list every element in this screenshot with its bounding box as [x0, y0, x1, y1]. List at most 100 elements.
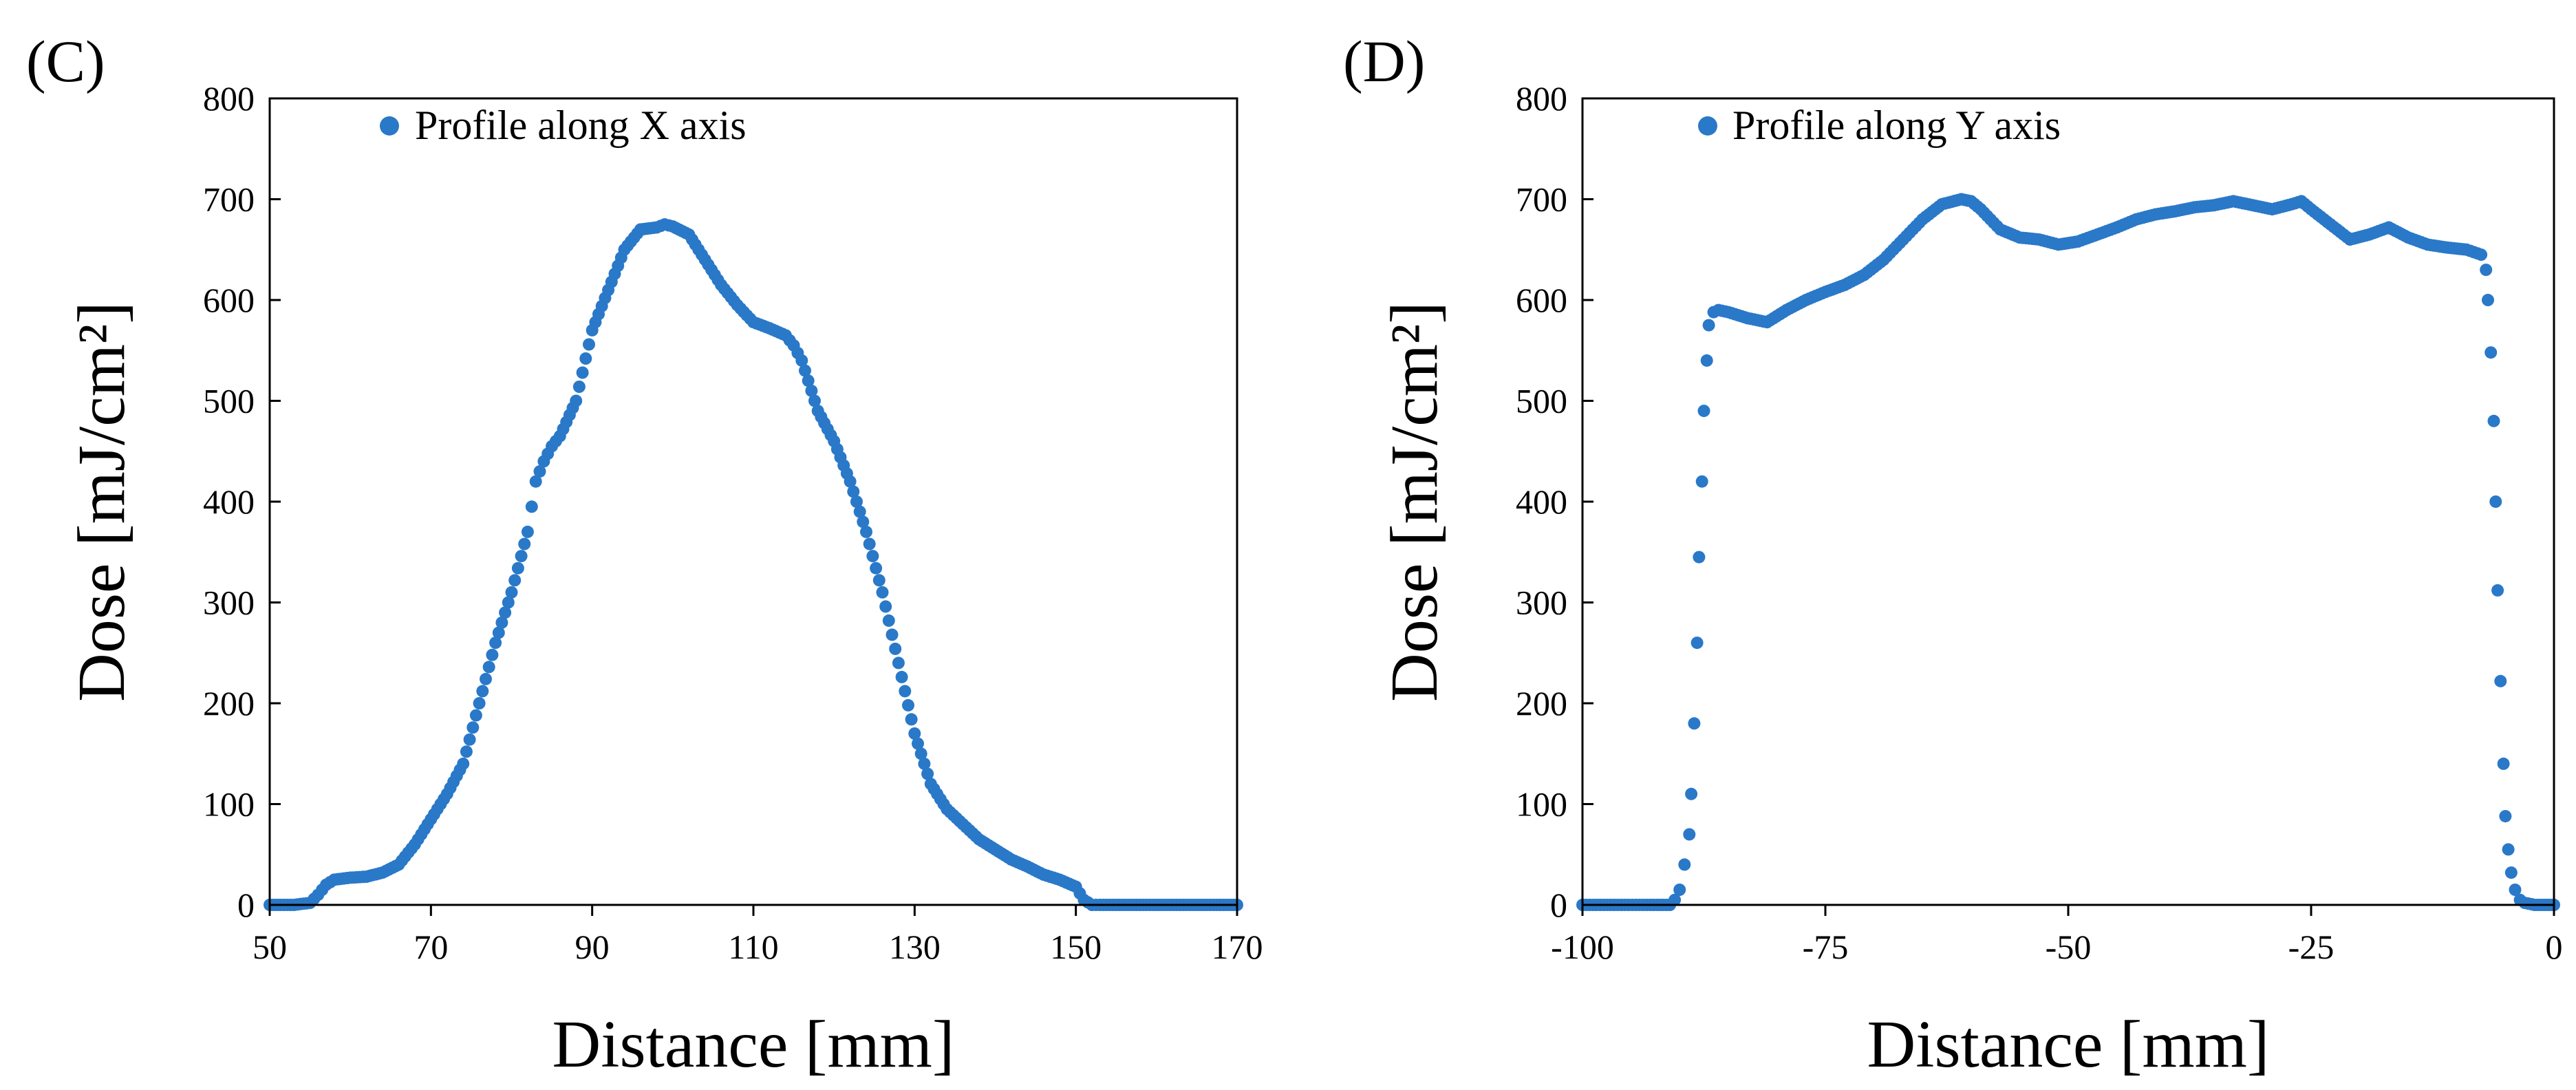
y-tick-label: 600: [1516, 281, 1567, 319]
plot-frame-d: [1581, 97, 2555, 906]
y-tick-label: 500: [203, 382, 255, 420]
x-axis-c: 50 70 90 110 130 150 170: [253, 905, 1263, 966]
y-tick-label: 800: [1516, 79, 1567, 118]
y-tick-label: 300: [203, 584, 255, 622]
data-point: [572, 381, 586, 393]
data-point: [505, 586, 518, 599]
data-point: [2484, 346, 2498, 359]
data-point: [489, 637, 502, 650]
y-tick-label: 700: [203, 180, 255, 219]
data-point: [2480, 264, 2493, 277]
x-tick-label: 0: [2546, 928, 2563, 966]
data-point: [480, 672, 492, 685]
chart-panel-c: (C) 0 100 200 300 400 500 600 700 800 50 70 90 110 1…: [26, 28, 1263, 1082]
x-tick-label: 150: [1050, 928, 1102, 966]
chart-panel-d: (D) 0 100 200 300 400 500 600 700 800 -100 -75 -50…: [1343, 28, 2563, 1082]
data-point: [847, 485, 860, 498]
y-tick-label: 100: [1516, 785, 1567, 824]
data-point: [1693, 551, 1706, 564]
data-point: [476, 685, 489, 698]
data-point: [799, 364, 811, 377]
data-point: [492, 626, 505, 639]
x-tick-label: 90: [575, 928, 610, 966]
data-point: [857, 515, 870, 528]
data-point: [486, 648, 499, 661]
y-tick-label: 700: [1516, 180, 1567, 219]
data-point: [466, 721, 480, 734]
data-point: [529, 475, 542, 488]
data-point: [879, 600, 892, 613]
x-tick-label: -100: [1551, 928, 1614, 966]
series-points-c: [264, 218, 1243, 911]
panel-label-c: (C): [26, 28, 105, 94]
data-point: [1702, 319, 1715, 332]
data-point: [886, 628, 899, 641]
x-tick-label: 130: [889, 928, 941, 966]
data-point: [921, 767, 934, 780]
data-point: [1678, 858, 1691, 871]
data-point: [2509, 884, 2522, 896]
data-point: [460, 745, 473, 758]
data-point: [1690, 637, 1704, 650]
data-point: [463, 733, 476, 746]
y-tick-label: 800: [203, 79, 255, 118]
y-tick-label: 500: [1516, 382, 1567, 420]
y-tick-label: 0: [237, 886, 255, 924]
data-point: [2489, 495, 2502, 508]
data-point: [570, 394, 583, 407]
data-point: [482, 661, 495, 674]
x-tick-label: -75: [1803, 928, 1849, 966]
data-point: [872, 574, 886, 587]
data-point: [515, 550, 528, 563]
x-axis-d: -100 -75 -50 -25 0: [1551, 905, 2563, 966]
y-tick-label: 100: [203, 785, 255, 824]
legend-marker-d: [1698, 116, 1717, 136]
y-tick-label: 200: [1516, 684, 1567, 723]
data-point: [2487, 414, 2500, 427]
y-axis-c: 0 100 200 300 400 500 600 700 800: [203, 79, 281, 924]
legend-marker-c: [380, 116, 399, 136]
plot-frame-c: [268, 97, 1238, 906]
y-tick-label: 300: [1516, 584, 1567, 622]
x-tick-label: 170: [1212, 928, 1263, 966]
data-point: [902, 698, 914, 712]
y-tick-label: 600: [203, 281, 255, 319]
data-point: [583, 338, 595, 351]
panel-label-d: (D): [1343, 28, 1425, 94]
data-point: [1700, 354, 1713, 367]
data-point: [508, 574, 522, 587]
legend-label-d: Profile along Y axis: [1732, 103, 2061, 148]
data-point: [518, 537, 531, 551]
data-point: [908, 727, 921, 740]
data-point: [1685, 787, 1698, 800]
data-point: [2491, 584, 2504, 597]
data-point: [853, 505, 866, 518]
data-point: [863, 537, 876, 551]
data-point: [905, 713, 918, 726]
series-points-d: [1576, 193, 2560, 911]
data-point: [521, 525, 534, 538]
data-point: [844, 475, 857, 488]
data-point: [860, 525, 872, 538]
data-point: [511, 562, 524, 575]
x-tick-label: 110: [728, 928, 778, 966]
y-axis-d: 0 100 200 300 400 500 600 700 800: [1516, 79, 1593, 924]
y-tick-label: 200: [203, 684, 255, 723]
x-tick-label: 70: [414, 928, 448, 966]
data-point: [2494, 674, 2507, 687]
data-point: [502, 596, 515, 609]
data-point: [2497, 757, 2510, 770]
data-point: [2504, 866, 2518, 879]
data-point: [1683, 828, 1696, 841]
data-point: [2502, 843, 2515, 856]
data-point: [914, 747, 927, 760]
data-point: [469, 709, 482, 722]
y-axis-title-d: Dose [mJ/cm²]: [1377, 301, 1452, 702]
data-point: [876, 586, 889, 599]
data-point: [499, 606, 512, 619]
data-point: [533, 465, 546, 478]
data-point: [1695, 475, 1708, 488]
x-tick-label: -25: [2288, 928, 2334, 966]
data-point: [2482, 294, 2494, 306]
data-point: [1673, 884, 1686, 896]
